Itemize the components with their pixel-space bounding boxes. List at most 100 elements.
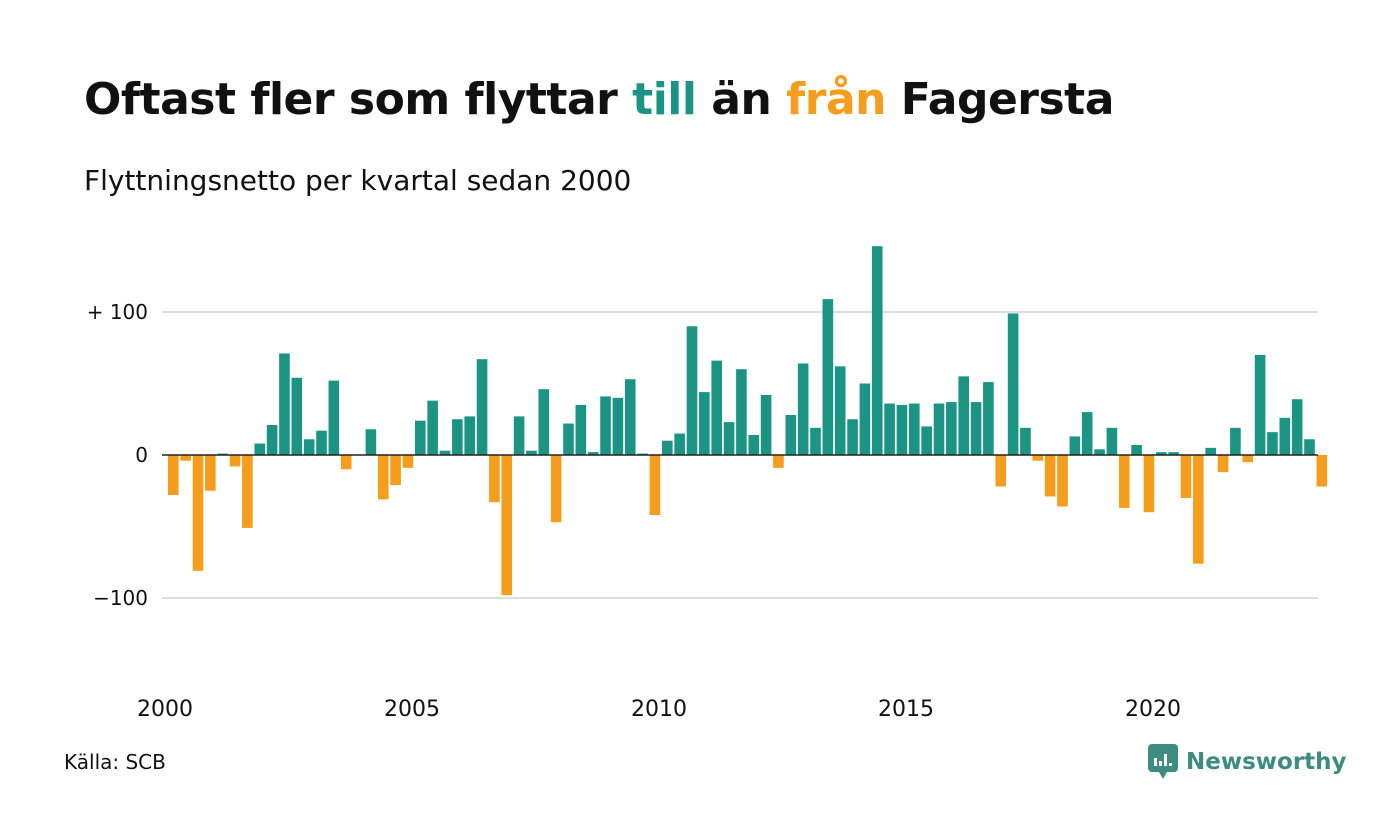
x-tick-label: 2005	[384, 697, 440, 722]
bar	[1007, 313, 1019, 455]
title-part-2: än	[696, 74, 787, 125]
bar	[1316, 455, 1328, 487]
bar	[464, 416, 475, 455]
x-tick-label: 2000	[137, 697, 193, 722]
bar	[674, 433, 685, 455]
bar	[933, 403, 945, 455]
bar	[328, 380, 340, 455]
bar	[415, 420, 426, 455]
bar	[575, 404, 587, 455]
bar	[168, 455, 179, 496]
bar	[489, 455, 500, 503]
bar	[1193, 455, 1204, 564]
bar	[600, 396, 611, 455]
bar	[1118, 455, 1130, 508]
y-tick-label: −100	[93, 586, 148, 610]
bar	[365, 429, 377, 455]
bar	[649, 455, 661, 516]
brand-name: Newsworthy	[1186, 749, 1347, 775]
x-tick-label: 2015	[878, 697, 934, 722]
bar	[316, 430, 327, 455]
title-word-fran: från	[786, 74, 886, 125]
bar	[279, 353, 290, 455]
bar	[896, 404, 908, 455]
bar	[526, 450, 537, 455]
bar	[1057, 455, 1068, 507]
bar	[711, 360, 722, 455]
bar	[192, 455, 204, 571]
bar	[662, 440, 673, 455]
y-tick-label: 0	[135, 443, 148, 467]
bar	[921, 426, 932, 455]
bar	[501, 455, 513, 596]
bar	[1044, 455, 1056, 497]
title-part-1: Oftast fler som flyttar	[84, 74, 633, 125]
bar	[513, 416, 525, 455]
bar	[1069, 436, 1081, 455]
chart-subtitle: Flyttningsnetto per kvartal sedan 2000	[84, 164, 632, 197]
bar	[822, 299, 834, 455]
bar	[785, 414, 797, 455]
bar	[1094, 449, 1105, 455]
bar	[563, 423, 574, 455]
bar	[1131, 444, 1142, 455]
bar	[340, 455, 352, 470]
bar	[1106, 427, 1118, 455]
bar	[439, 450, 451, 455]
bar	[205, 455, 216, 491]
bar	[810, 427, 821, 455]
bar	[452, 419, 463, 455]
bar	[254, 443, 266, 455]
bar	[686, 326, 698, 455]
newsworthy-icon	[1148, 744, 1178, 779]
source-note: Källa: SCB	[64, 750, 166, 774]
bar	[476, 359, 488, 455]
bar	[699, 392, 710, 455]
bar	[612, 397, 624, 455]
bar	[1217, 455, 1229, 473]
bar	[1304, 439, 1315, 455]
bar	[180, 455, 191, 461]
bar	[291, 377, 303, 455]
bar	[970, 402, 982, 455]
bar	[1267, 432, 1278, 455]
bar	[1180, 455, 1192, 498]
bar	[983, 382, 994, 455]
bar	[390, 455, 401, 486]
bar	[1205, 447, 1216, 455]
bar	[995, 455, 1007, 487]
bar	[1020, 427, 1031, 455]
bar	[1032, 455, 1044, 461]
bar	[1254, 354, 1266, 455]
bar	[797, 363, 809, 455]
bar	[303, 439, 315, 455]
bar	[884, 403, 895, 455]
x-tick-label: 2020	[1125, 697, 1181, 722]
bar	[1230, 427, 1241, 455]
bar	[1291, 399, 1303, 455]
bar	[958, 376, 969, 455]
bar	[760, 394, 772, 455]
bar	[773, 455, 784, 468]
bar	[1279, 417, 1291, 455]
bar	[946, 402, 957, 455]
newsworthy-logo: Newsworthy	[1148, 744, 1347, 780]
bar	[242, 455, 253, 528]
bar	[550, 455, 562, 523]
title-word-till: till	[632, 74, 697, 125]
bar	[909, 403, 920, 455]
bar	[834, 366, 846, 455]
bar	[871, 246, 883, 455]
bar	[538, 389, 550, 455]
bar	[266, 424, 278, 455]
bar	[1242, 455, 1254, 463]
bar	[1168, 452, 1179, 455]
bar	[1081, 412, 1093, 455]
bar	[736, 369, 747, 455]
x-tick-label: 2010	[631, 697, 687, 722]
bar	[587, 452, 599, 455]
bar	[229, 455, 241, 467]
bar	[624, 379, 636, 455]
bar	[1143, 455, 1155, 513]
